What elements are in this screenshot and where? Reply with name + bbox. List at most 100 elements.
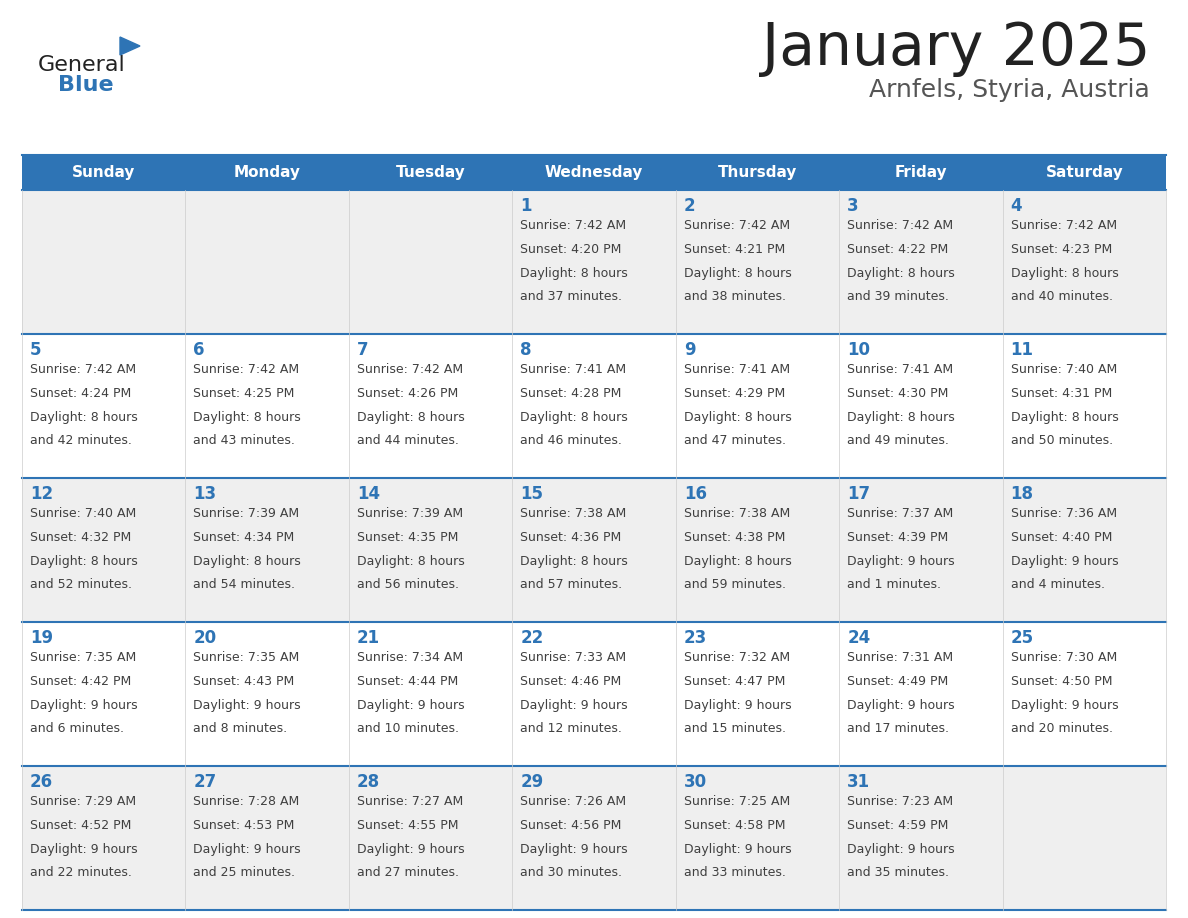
Bar	[1003, 478, 1165, 622]
Bar	[185, 155, 349, 190]
Text: Daylight: 8 hours: Daylight: 8 hours	[30, 554, 138, 567]
Text: Sunrise: 7:31 AM: Sunrise: 7:31 AM	[847, 651, 953, 664]
Text: 26: 26	[30, 773, 53, 791]
Text: Sunset: 4:40 PM: Sunset: 4:40 PM	[1011, 531, 1112, 543]
Text: Daylight: 8 hours: Daylight: 8 hours	[520, 554, 628, 567]
Text: Sunset: 4:53 PM: Sunset: 4:53 PM	[194, 819, 295, 832]
Text: Sunset: 4:36 PM: Sunset: 4:36 PM	[520, 531, 621, 543]
Text: Sunrise: 7:32 AM: Sunrise: 7:32 AM	[684, 651, 790, 664]
Bar	[676, 334, 839, 478]
Text: Daylight: 9 hours: Daylight: 9 hours	[847, 699, 955, 711]
Text: and 39 minutes.: and 39 minutes.	[847, 290, 949, 303]
Text: Sunrise: 7:41 AM: Sunrise: 7:41 AM	[847, 363, 953, 376]
Bar	[349, 622, 512, 766]
Text: Sunset: 4:26 PM: Sunset: 4:26 PM	[356, 386, 459, 399]
Bar	[512, 155, 676, 190]
Text: Sunset: 4:47 PM: Sunset: 4:47 PM	[684, 675, 785, 688]
Text: and 57 minutes.: and 57 minutes.	[520, 578, 623, 591]
Text: 1: 1	[520, 197, 532, 215]
Text: and 50 minutes.: and 50 minutes.	[1011, 434, 1113, 447]
Text: Sunset: 4:22 PM: Sunset: 4:22 PM	[847, 242, 948, 256]
Text: 17: 17	[847, 485, 871, 503]
Text: Thursday: Thursday	[718, 165, 797, 180]
Bar	[23, 155, 185, 190]
Text: and 12 minutes.: and 12 minutes.	[520, 722, 623, 735]
Text: Daylight: 8 hours: Daylight: 8 hours	[1011, 266, 1118, 279]
Text: Sunrise: 7:25 AM: Sunrise: 7:25 AM	[684, 795, 790, 808]
Bar	[839, 155, 1003, 190]
Text: Sunset: 4:25 PM: Sunset: 4:25 PM	[194, 386, 295, 399]
Bar	[676, 190, 839, 334]
Text: Daylight: 9 hours: Daylight: 9 hours	[684, 843, 791, 856]
Bar	[512, 766, 676, 910]
Bar	[1003, 155, 1165, 190]
Bar	[185, 190, 349, 334]
Text: 12: 12	[30, 485, 53, 503]
Text: Daylight: 8 hours: Daylight: 8 hours	[684, 410, 791, 423]
Text: Sunrise: 7:42 AM: Sunrise: 7:42 AM	[847, 219, 953, 232]
Text: Sunrise: 7:39 AM: Sunrise: 7:39 AM	[356, 507, 463, 520]
Text: and 22 minutes.: and 22 minutes.	[30, 867, 132, 879]
Text: 16: 16	[684, 485, 707, 503]
Text: and 30 minutes.: and 30 minutes.	[520, 867, 623, 879]
Text: Daylight: 8 hours: Daylight: 8 hours	[30, 410, 138, 423]
Text: Daylight: 9 hours: Daylight: 9 hours	[194, 699, 301, 711]
Text: 6: 6	[194, 341, 204, 359]
Text: Sunrise: 7:34 AM: Sunrise: 7:34 AM	[356, 651, 463, 664]
Text: 20: 20	[194, 629, 216, 647]
Text: Sunset: 4:31 PM: Sunset: 4:31 PM	[1011, 386, 1112, 399]
Text: 13: 13	[194, 485, 216, 503]
Text: Sunset: 4:50 PM: Sunset: 4:50 PM	[1011, 675, 1112, 688]
Text: and 56 minutes.: and 56 minutes.	[356, 578, 459, 591]
Text: Daylight: 8 hours: Daylight: 8 hours	[847, 266, 955, 279]
Bar	[512, 622, 676, 766]
Text: and 59 minutes.: and 59 minutes.	[684, 578, 785, 591]
Text: Sunrise: 7:30 AM: Sunrise: 7:30 AM	[1011, 651, 1117, 664]
Text: Daylight: 8 hours: Daylight: 8 hours	[194, 410, 302, 423]
Text: Sunset: 4:42 PM: Sunset: 4:42 PM	[30, 675, 131, 688]
Bar	[349, 766, 512, 910]
Bar	[839, 478, 1003, 622]
Text: 21: 21	[356, 629, 380, 647]
Text: Sunrise: 7:35 AM: Sunrise: 7:35 AM	[30, 651, 137, 664]
Text: and 44 minutes.: and 44 minutes.	[356, 434, 459, 447]
Text: Sunset: 4:46 PM: Sunset: 4:46 PM	[520, 675, 621, 688]
Bar	[1003, 622, 1165, 766]
Text: Daylight: 9 hours: Daylight: 9 hours	[847, 843, 955, 856]
Text: 27: 27	[194, 773, 216, 791]
Text: 11: 11	[1011, 341, 1034, 359]
Text: Friday: Friday	[895, 165, 947, 180]
Text: Daylight: 9 hours: Daylight: 9 hours	[520, 843, 628, 856]
Text: 9: 9	[684, 341, 695, 359]
Bar	[512, 334, 676, 478]
Text: Sunset: 4:56 PM: Sunset: 4:56 PM	[520, 819, 621, 832]
Text: Daylight: 8 hours: Daylight: 8 hours	[356, 410, 465, 423]
Text: 24: 24	[847, 629, 871, 647]
Text: Daylight: 9 hours: Daylight: 9 hours	[356, 699, 465, 711]
Text: Sunrise: 7:38 AM: Sunrise: 7:38 AM	[520, 507, 626, 520]
Text: Monday: Monday	[234, 165, 301, 180]
Text: and 4 minutes.: and 4 minutes.	[1011, 578, 1105, 591]
Bar	[349, 190, 512, 334]
Text: and 27 minutes.: and 27 minutes.	[356, 867, 459, 879]
Text: 8: 8	[520, 341, 532, 359]
Text: Sunrise: 7:37 AM: Sunrise: 7:37 AM	[847, 507, 954, 520]
Text: Sunset: 4:43 PM: Sunset: 4:43 PM	[194, 675, 295, 688]
Text: Sunset: 4:55 PM: Sunset: 4:55 PM	[356, 819, 459, 832]
Bar	[185, 622, 349, 766]
Text: Sunset: 4:39 PM: Sunset: 4:39 PM	[847, 531, 948, 543]
Text: Sunrise: 7:28 AM: Sunrise: 7:28 AM	[194, 795, 299, 808]
Text: and 40 minutes.: and 40 minutes.	[1011, 290, 1113, 303]
Text: Sunset: 4:44 PM: Sunset: 4:44 PM	[356, 675, 459, 688]
Bar	[676, 478, 839, 622]
Polygon shape	[120, 37, 140, 55]
Text: Daylight: 8 hours: Daylight: 8 hours	[847, 410, 955, 423]
Bar	[23, 334, 185, 478]
Bar	[839, 766, 1003, 910]
Text: 18: 18	[1011, 485, 1034, 503]
Text: Sunrise: 7:23 AM: Sunrise: 7:23 AM	[847, 795, 953, 808]
Text: and 17 minutes.: and 17 minutes.	[847, 722, 949, 735]
Text: and 15 minutes.: and 15 minutes.	[684, 722, 785, 735]
Text: General: General	[38, 55, 126, 75]
Text: Sunrise: 7:42 AM: Sunrise: 7:42 AM	[194, 363, 299, 376]
